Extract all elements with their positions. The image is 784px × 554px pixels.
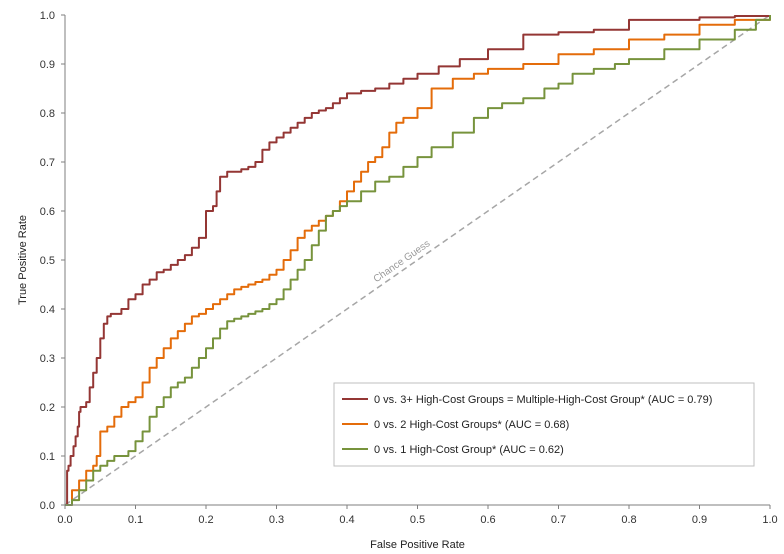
y-tick-label: 0.2: [40, 402, 55, 414]
y-tick-label: 0.7: [40, 157, 55, 169]
x-tick-label: 0.3: [269, 514, 284, 526]
x-tick-label: 0.2: [198, 514, 213, 526]
chance-diagonal: [64, 14, 771, 506]
y-tick-label: 0.1: [40, 451, 55, 463]
y-tick-label: 0.8: [40, 108, 55, 120]
x-tick-label: 0.5: [410, 514, 425, 526]
y-tick-label: 1.0: [40, 10, 55, 22]
x-tick-label: 0.0: [57, 514, 72, 526]
x-tick-label: 0.9: [692, 514, 707, 526]
legend-entry-2: 0 vs. 2 High-Cost Groups* (AUC = 0.68): [374, 419, 569, 431]
y-tick-label: 0.6: [40, 206, 55, 218]
x-tick-label: 0.7: [551, 514, 566, 526]
x-tick-label: 1.0: [762, 514, 777, 526]
y-tick-label: 0.9: [40, 59, 55, 71]
y-tick-label: 0.3: [40, 353, 55, 365]
series-line-3: [65, 15, 771, 506]
x-tick-label: 0.1: [128, 514, 143, 526]
x-tick-label: 0.8: [621, 514, 636, 526]
x-tick-label: 0.4: [339, 514, 354, 526]
series-line-2: [65, 15, 771, 506]
legend-box: [333, 382, 755, 467]
y-tick-label: 0.5: [40, 255, 55, 267]
x-tick-label: 0.6: [480, 514, 495, 526]
chance-guess-annotation: Chance Guess: [372, 238, 433, 285]
y-tick-label: 0.4: [40, 304, 55, 316]
legend-entry-1: 0 vs. 3+ High-Cost Groups = Multiple-Hig…: [374, 394, 712, 406]
y-tick-label: 0.0: [40, 500, 55, 512]
y-axis-title: True Positive Rate: [17, 215, 29, 305]
x-axis-title: False Positive Rate: [370, 539, 465, 551]
legend-entry-3: 0 vs. 1 High-Cost Group* (AUC = 0.62): [374, 444, 564, 456]
series-line-1: [65, 15, 771, 506]
legend: 0 vs. 3+ High-Cost Groups = Multiple-Hig…: [333, 382, 755, 467]
